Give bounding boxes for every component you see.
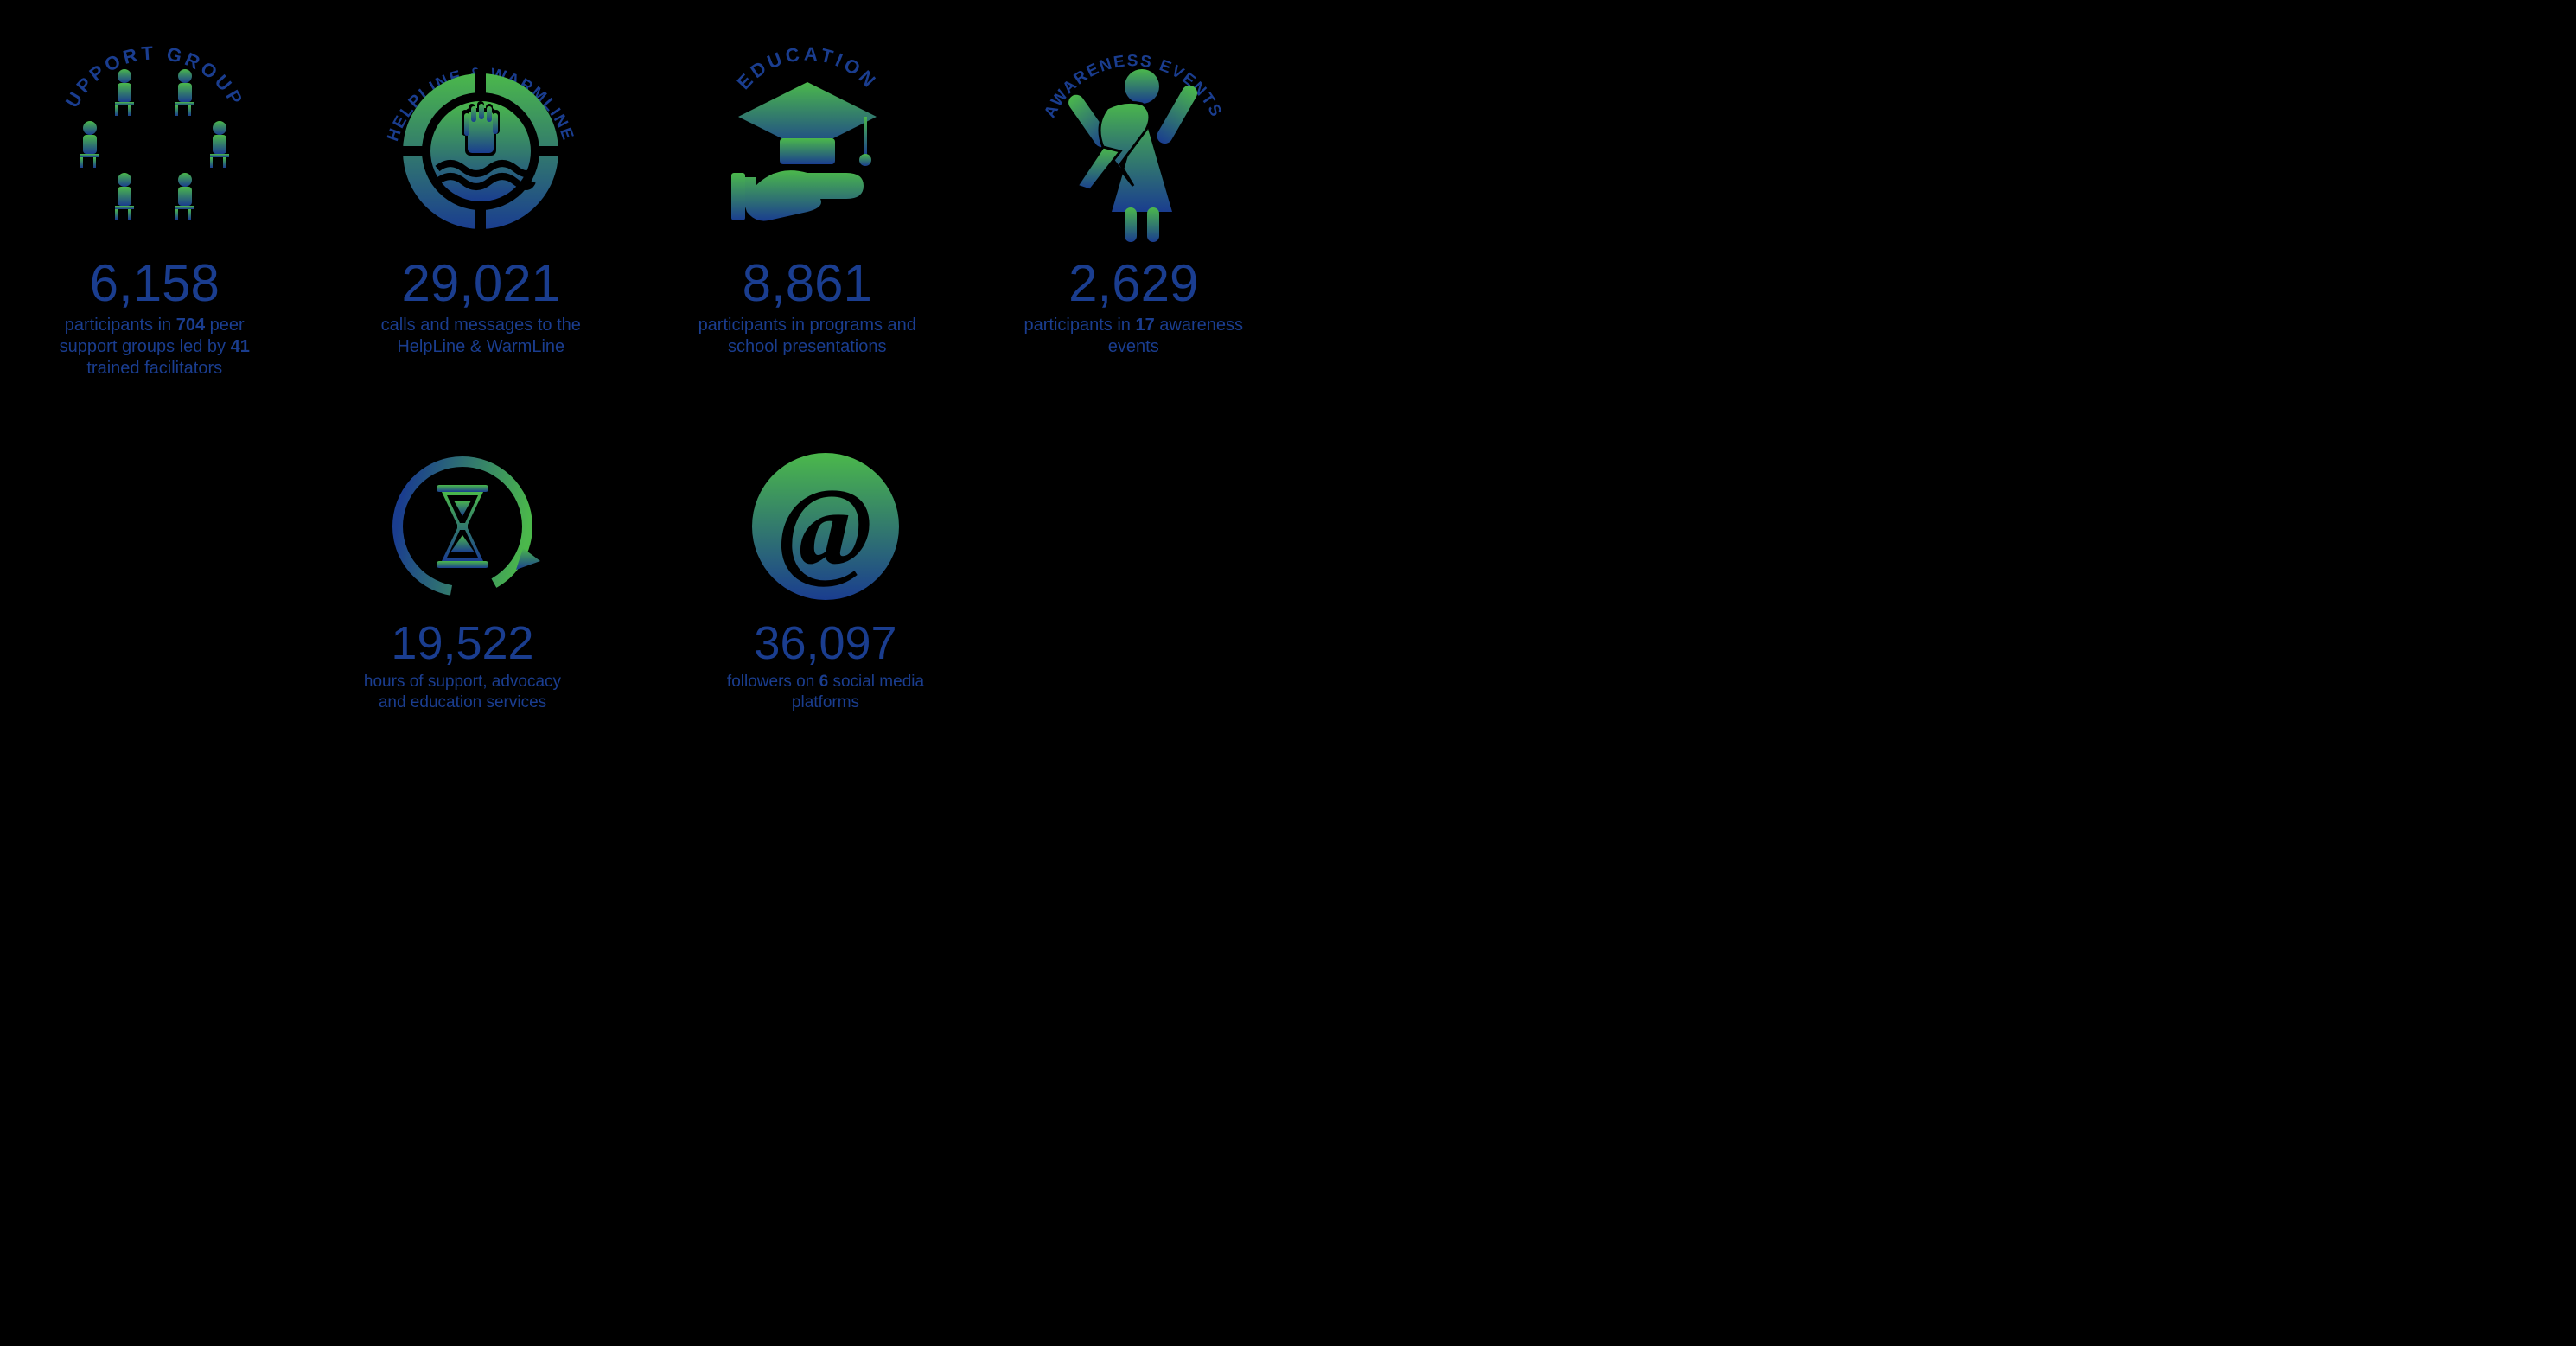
svg-text:SUPPORT GROUPS: SUPPORT GROUPS [42, 26, 248, 112]
stat-desc: participants in 704 peer support groups … [34, 315, 276, 380]
stat-hours: 19,522 hours of support, advocacy and ed… [333, 440, 592, 713]
hourglass-icon [376, 440, 549, 613]
awareness-icon: AWARENESS EVENTS [1021, 26, 1246, 251]
stat-number: 8,861 [743, 258, 872, 309]
stat-followers: @ 36,097 followers on 6 social media pla… [696, 440, 955, 713]
row-2: 19,522 hours of support, advocacy and ed… [333, 440, 955, 713]
stat-number: 36,097 [754, 620, 896, 667]
helpline-icon: HELPLINE & WARMLINE [368, 26, 593, 251]
stat-desc: participants in programs and school pres… [686, 315, 928, 358]
stat-number: 29,021 [401, 258, 560, 309]
stat-helpline: HELPLINE & WARMLINE [351, 26, 610, 380]
stat-support-groups: SUPPORT GROUPS 6,158 participants in 704… [25, 26, 284, 380]
stat-desc: calls and messages to the HelpLine & War… [360, 315, 602, 358]
stat-number: 6,158 [90, 258, 220, 309]
at-sign-icon: @ [739, 440, 912, 613]
stat-education: EDUCATION 8,861 participants in programs… [678, 26, 937, 380]
stat-desc: participants in 17 awareness events [1012, 315, 1254, 358]
stat-desc: followers on 6 social media platforms [713, 672, 938, 713]
svg-text:@: @ [779, 466, 872, 590]
education-icon: EDUCATION [695, 26, 920, 251]
stat-number: 2,629 [1068, 258, 1198, 309]
stat-desc: hours of support, advocacy and education… [350, 672, 575, 713]
stat-number: 19,522 [391, 620, 533, 667]
stat-awareness: AWARENESS EVENTS 2,629 [1004, 26, 1263, 380]
infographic-grid: SUPPORT GROUPS 6,158 participants in 704… [17, 26, 1271, 713]
support-groups-icon: SUPPORT GROUPS [42, 26, 267, 251]
